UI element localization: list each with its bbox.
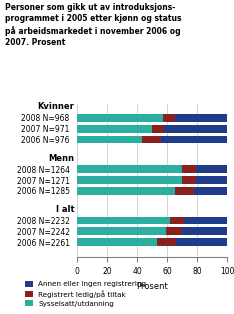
Bar [77, 217, 170, 224]
Text: Menn: Menn [48, 154, 74, 163]
Bar [196, 165, 227, 173]
Bar [77, 227, 166, 235]
Bar [183, 217, 227, 224]
Bar [166, 227, 182, 235]
Bar [176, 238, 227, 246]
Bar [77, 125, 152, 133]
Bar [77, 176, 182, 184]
Bar [164, 125, 227, 133]
Bar [175, 187, 194, 195]
Bar [77, 187, 175, 195]
Bar [142, 136, 161, 143]
Text: Personer som gikk ut av introduksjons-
programmet i 2005 etter kjønn og status
p: Personer som gikk ut av introduksjons- p… [5, 3, 181, 47]
Bar [157, 238, 176, 246]
Bar [196, 176, 227, 184]
Bar [194, 187, 227, 195]
Bar [163, 114, 175, 122]
Bar [182, 176, 196, 184]
Text: Kvinner: Kvinner [37, 102, 74, 111]
Bar [182, 165, 196, 173]
Bar [77, 136, 142, 143]
Bar [175, 114, 227, 122]
Bar [77, 165, 182, 173]
Bar [161, 136, 227, 143]
Bar [170, 217, 183, 224]
Legend: Annen eller ingen registrering, Registrert ledig/på tiltak, Sysselsatt/utdanning: Annen eller ingen registrering, Registre… [24, 279, 148, 308]
X-axis label: Prosent: Prosent [136, 282, 168, 291]
Bar [77, 238, 157, 246]
Bar [77, 114, 163, 122]
Text: I alt: I alt [56, 205, 74, 214]
Bar [182, 227, 227, 235]
Bar [152, 125, 164, 133]
